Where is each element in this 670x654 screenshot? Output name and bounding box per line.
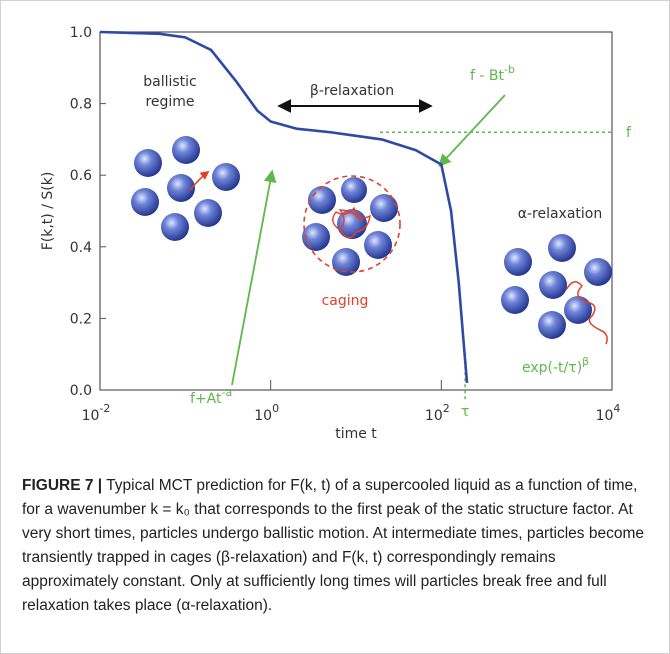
tau-label: τ <box>461 404 469 420</box>
x-axis-label: time t <box>335 426 377 442</box>
x-tick-label: 104 <box>596 402 621 424</box>
x-tick-label: 102 <box>425 402 450 424</box>
particle-illustrations <box>131 136 612 344</box>
x-tick-label-sup: 2 <box>443 402 450 415</box>
annotation: caging <box>322 293 369 309</box>
y-tick-label: 0.8 <box>70 97 92 113</box>
x-tick-label-base: 10 <box>596 408 614 424</box>
y-axis-label: F(k,t) / S(k) <box>40 172 56 251</box>
caption-text: Typical MCT prediction for F(k, t) of a … <box>22 477 644 614</box>
annotation: f - Bt-b <box>470 63 515 84</box>
caption-label: FIGURE 7 | <box>22 477 102 494</box>
annotation: exp(-t/τ)β <box>522 355 589 376</box>
annotation: ballistic <box>143 74 197 90</box>
x-tick-label: 10-2 <box>82 402 111 424</box>
x-tick-label-base: 10 <box>254 408 272 424</box>
y-tick-label: 1.0 <box>70 25 92 41</box>
y-tick-label: 0.2 <box>70 311 92 327</box>
plateau-label: f <box>626 125 632 141</box>
x-tick-label: 100 <box>254 402 279 424</box>
early-arrow <box>232 172 272 385</box>
x-tick-label-sup: -2 <box>99 402 110 415</box>
chart: ballistic regime β-relaxation f - Bt-b f… <box>0 0 670 460</box>
x-tick-label-sup: 0 <box>272 402 279 415</box>
y-tick-label: 0.4 <box>70 240 92 256</box>
figure-caption: FIGURE 7 | Typical MCT prediction for F(… <box>22 474 652 618</box>
late-arrow <box>440 95 505 165</box>
annotation: regime <box>145 94 194 110</box>
x-tick-label-base: 10 <box>425 408 443 424</box>
x-tick-label-sup: 4 <box>613 402 620 415</box>
y-tick-label: 0.0 <box>70 383 92 399</box>
y-tick-label: 0.6 <box>70 168 92 184</box>
x-tick-label-base: 10 <box>82 408 100 424</box>
annotation: β-relaxation <box>310 83 394 99</box>
annotation: f+At-a <box>190 386 232 407</box>
annotation: α-relaxation <box>518 206 603 222</box>
